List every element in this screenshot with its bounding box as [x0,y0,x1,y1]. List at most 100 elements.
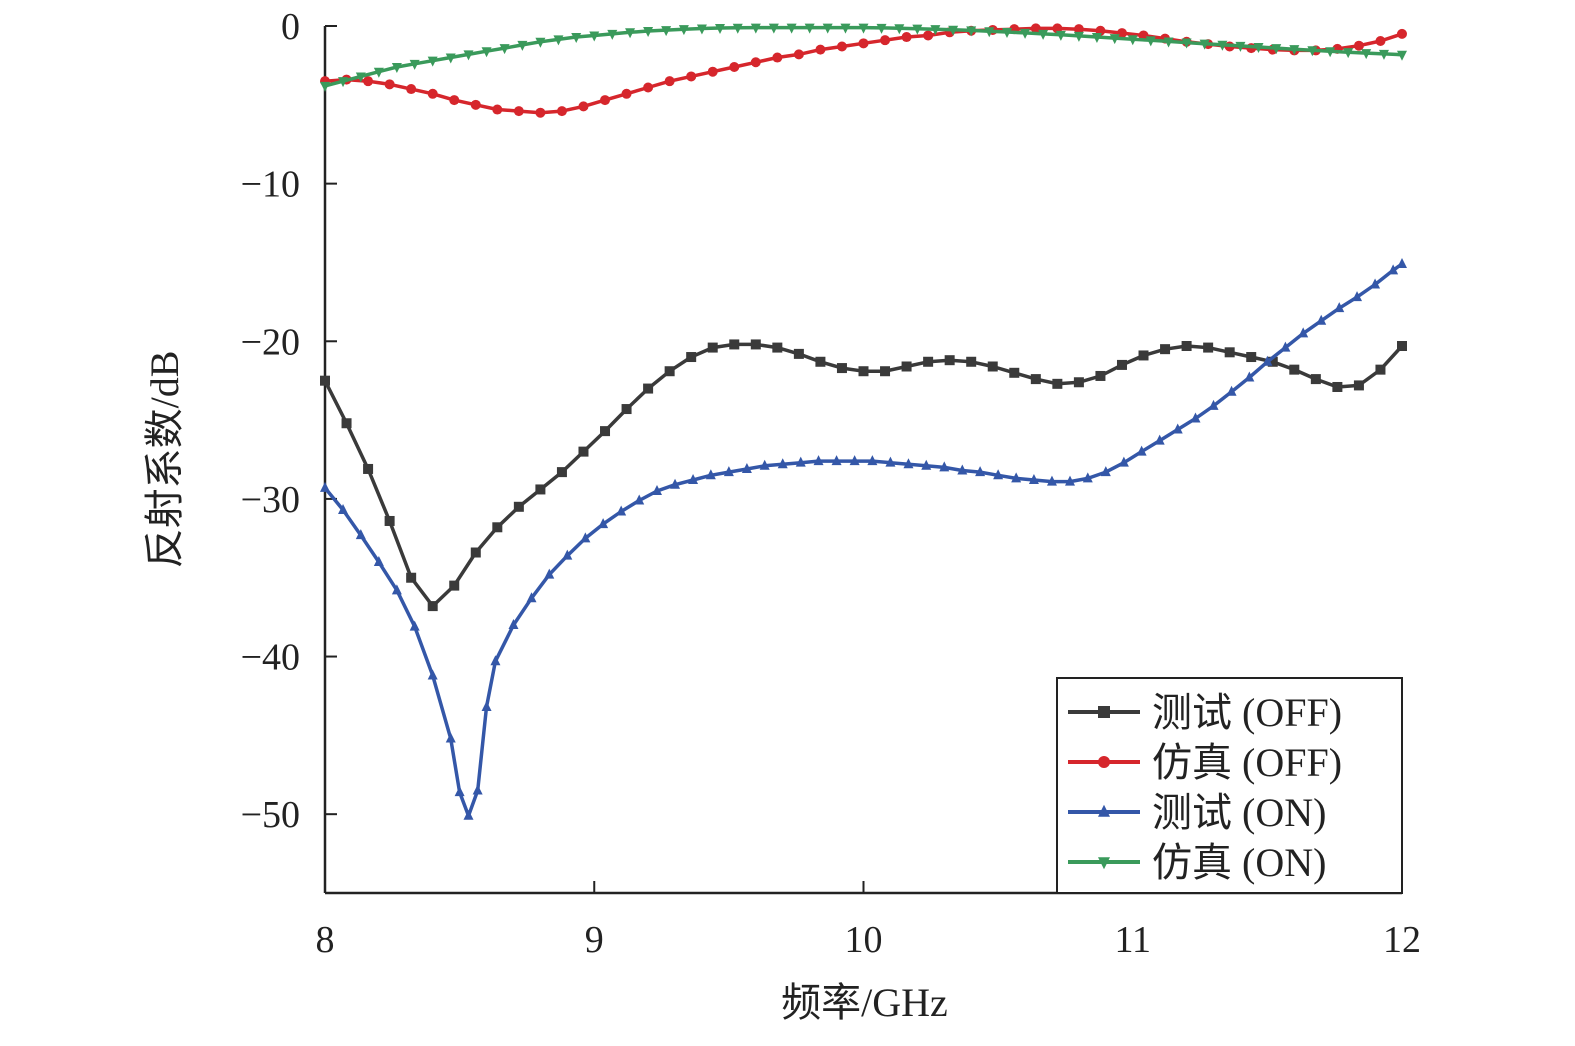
data-point [759,459,770,470]
series-1 [320,339,1407,612]
data-point [987,361,998,372]
y-axis-title: 反射系数/dB [142,351,187,569]
data-point [867,455,878,466]
data-point [1002,27,1013,38]
data-point [1163,37,1174,48]
data-point [1217,40,1228,51]
data-point [858,366,869,377]
data-point [513,106,524,117]
legend-label: 仿真 (ON) [1152,840,1326,885]
data-point [903,458,914,469]
x-tick-label: 10 [845,919,883,961]
data-point [944,355,955,366]
data-point [427,669,438,680]
data-point [1138,350,1149,361]
data-point [1375,364,1386,375]
data-point [912,24,923,35]
data-point [526,592,537,603]
data-point [1325,47,1336,58]
x-axis-title: 频率/GHz [781,980,948,1025]
data-point [836,363,847,374]
data-point [815,356,826,367]
data-point [621,88,632,99]
data-point [1160,344,1171,355]
data-point [966,26,977,37]
data-point [975,466,986,477]
data-point [562,549,573,560]
data-point [363,76,374,87]
data-point [876,23,887,34]
data-point [338,503,349,514]
data-point [472,784,483,795]
data-point [1116,359,1127,370]
data-point [463,50,474,61]
legend-swatch-marker [1098,706,1110,718]
data-point [741,462,752,473]
data-point [463,809,474,820]
data-point [499,44,510,55]
data-point [1172,423,1183,434]
data-point [391,584,402,595]
data-point [923,30,934,41]
x-tick-label: 11 [1114,919,1151,961]
data-point [406,84,417,95]
data-point [804,23,815,34]
data-point [750,23,761,34]
data-point [1397,50,1407,61]
data-point [885,456,896,467]
x-tick-label: 9 [585,919,604,961]
data-point [923,356,934,367]
data-point [948,25,959,36]
data-point [1235,41,1246,52]
data-point [921,459,932,470]
data-point [1136,445,1147,456]
data-point [1353,40,1364,51]
data-point [481,700,492,711]
data-point [777,458,788,469]
data-point [836,41,847,52]
y-tick-label: −50 [241,794,300,836]
data-point [643,383,654,394]
data-point [492,522,503,533]
data-point [750,57,761,68]
data-point [445,53,456,64]
data-point [1397,341,1407,352]
data-point [470,99,481,110]
data-point [449,580,460,591]
data-point [1020,28,1031,39]
data-point [686,71,697,82]
legend-swatch-marker [1098,756,1110,768]
data-point [427,56,438,67]
data-point [1343,48,1354,59]
legend-label: 仿真 (OFF) [1152,740,1342,785]
data-point [1181,341,1192,352]
data-point [481,47,492,58]
data-point [470,547,481,558]
y-tick-label: −30 [241,479,300,521]
data-point [391,62,402,73]
data-point [409,620,420,631]
data-point [384,515,395,526]
data-point [535,37,546,48]
data-point [490,655,501,666]
data-point [686,352,697,363]
data-point [508,619,519,630]
data-point [1199,39,1210,50]
data-point [815,44,826,55]
legend-swatch-marker [1098,857,1110,870]
data-point [1289,364,1300,375]
legend-entry: 仿真 (ON) [1068,840,1326,885]
data-point [338,77,349,88]
series-layer [320,23,1407,820]
data-point [670,478,681,489]
data-point [1181,38,1192,49]
data-point [1397,258,1407,269]
data-point [664,366,675,377]
data-point [517,40,528,51]
data-point [688,473,699,484]
data-point [795,456,806,467]
data-point [772,52,783,63]
data-point [840,23,851,34]
data-point [1030,23,1041,34]
legend-entry: 测试 (ON) [1068,790,1326,835]
